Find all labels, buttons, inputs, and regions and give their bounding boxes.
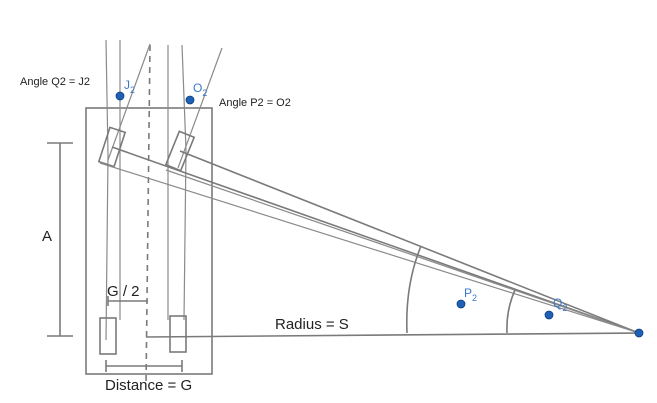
point-p2-label: P2: [464, 286, 477, 303]
point-q2: [544, 310, 554, 320]
point-j2: [115, 91, 125, 101]
half-g-label: G / 2: [107, 283, 140, 300]
dimension-a-label: A: [42, 228, 52, 245]
left-front-axle-ray: [107, 43, 151, 161]
radius-line: [145, 332, 640, 338]
angle-q2-label: Angle Q2 = J2: [20, 76, 90, 88]
distance-label: Distance = G: [105, 377, 192, 394]
vehicle-centerline: [145, 44, 151, 386]
point-p2: [456, 299, 466, 309]
point-q2-label: Q2: [553, 296, 567, 313]
vehicle-body: [85, 107, 213, 375]
front-right-lower-to-center: [165, 169, 640, 334]
right-track-outer: [181, 44, 187, 321]
front-left-to-center: [111, 146, 640, 334]
angle-arc-inner: [506, 289, 516, 334]
front-right-to-center: [179, 150, 640, 334]
front-left-lower-to-center: [99, 162, 640, 334]
rear-left-wheel: [99, 317, 117, 355]
point-o2-label: O2: [193, 81, 207, 98]
turning-center-point: [634, 328, 644, 338]
angle-p2-label: Angle P2 = O2: [219, 97, 291, 109]
right-front-axle-ray: [177, 47, 223, 169]
radius-label: Radius = S: [275, 316, 349, 333]
point-o2: [185, 95, 195, 105]
angle-arc-outer: [405, 245, 422, 334]
left-track-outer: [105, 39, 109, 341]
point-j2-label: J2: [124, 78, 135, 95]
rear-right-wheel: [169, 315, 187, 353]
